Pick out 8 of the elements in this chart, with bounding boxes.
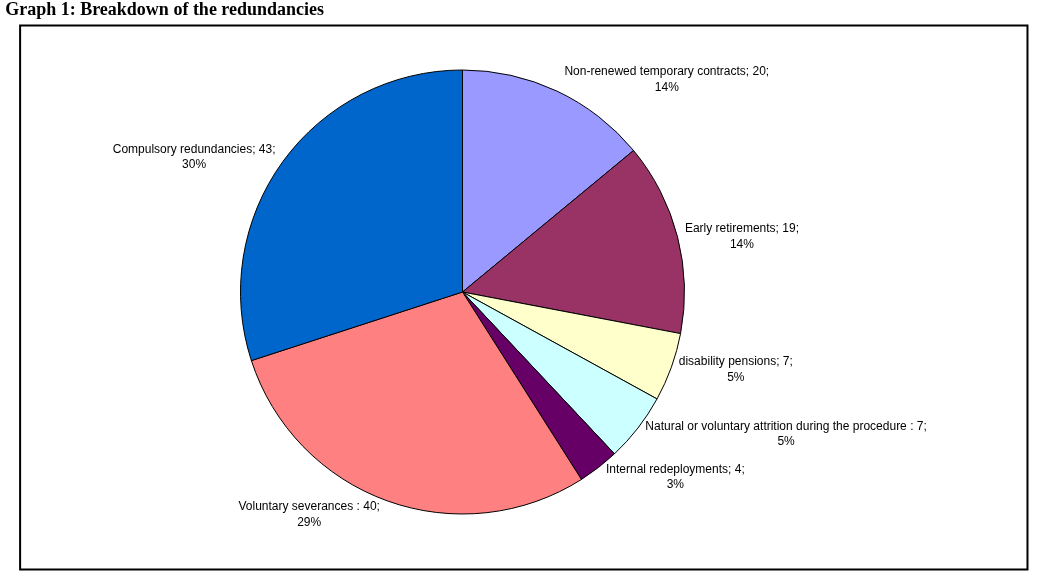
slice-label: Internal redeployments; 4; 3% (605, 461, 745, 492)
slice-label: Early retirements; 19; 14% (684, 221, 799, 251)
chart-title: Graph 1: Breakdown of the redundancies (5, 0, 325, 20)
slice-label: Non-renewed temporary contracts; 20; 14% (564, 64, 770, 94)
slice-label: Compulsory redundancies; 43; 30% (112, 141, 276, 172)
slice-label: disability pensions; 7; 5% (678, 354, 793, 384)
slice-label: Natural or voluntary attrition during the procedure : 7; 5% (645, 418, 927, 449)
slice-label: Voluntary severances : 40; 29% (238, 499, 380, 529)
